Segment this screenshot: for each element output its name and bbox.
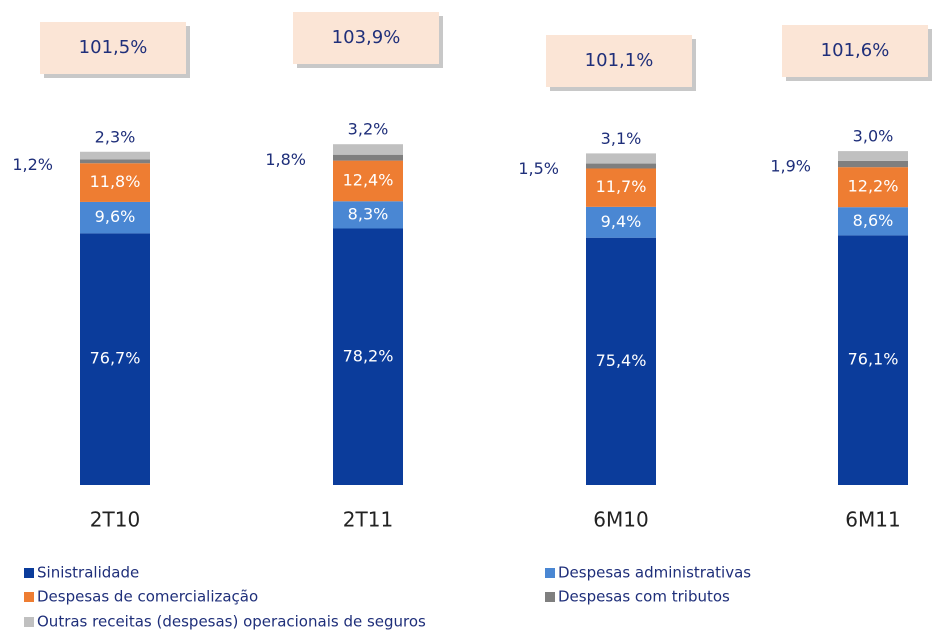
value-label: 3,0% — [853, 127, 894, 146]
legend-label: Despesas administrativas — [558, 564, 751, 582]
total-box — [782, 25, 928, 77]
bar-segment — [586, 206, 656, 238]
value-label: 76,1% — [848, 350, 899, 369]
value-label: 9,4% — [601, 212, 642, 231]
legend-label: Outras receitas (despesas) operacionais … — [37, 613, 426, 631]
value-label: 76,7% — [90, 349, 141, 368]
value-label: 1,8% — [265, 150, 306, 169]
value-label: 11,8% — [90, 172, 141, 191]
total-label: 101,5% — [79, 37, 148, 58]
value-label: 2,3% — [95, 127, 136, 146]
bar-segment — [586, 153, 656, 164]
legend-label: Despesas de comercialização — [37, 588, 258, 606]
legend-label: Despesas com tributos — [558, 588, 730, 606]
bar-segment — [80, 163, 150, 202]
bar-segment — [333, 144, 403, 155]
total-box — [546, 35, 692, 87]
legend-swatch — [545, 568, 555, 578]
bar-segment — [333, 228, 403, 485]
value-label: 8,3% — [348, 204, 389, 223]
bar-segment — [838, 235, 908, 485]
bar-segment — [586, 163, 656, 169]
value-label: 1,5% — [518, 159, 559, 178]
bar-segment — [838, 160, 908, 168]
total-label: 101,6% — [821, 40, 890, 61]
total-label: 103,9% — [332, 27, 401, 48]
x-tick-label: 6M11 — [845, 508, 900, 532]
value-label: 12,2% — [848, 177, 899, 196]
value-label: 12,4% — [343, 170, 394, 189]
value-label: 1,9% — [770, 156, 811, 175]
value-label: 1,2% — [12, 155, 53, 174]
legend-swatch — [24, 592, 34, 602]
bar-segment — [333, 160, 403, 202]
value-label: 3,1% — [601, 129, 642, 148]
bar-segment — [80, 159, 150, 164]
bar-segment — [80, 151, 150, 160]
legend-label: Sinistralidade — [37, 564, 139, 582]
legend-swatch — [24, 568, 34, 578]
x-tick-label: 2T11 — [343, 508, 393, 532]
value-label: 8,6% — [853, 211, 894, 230]
bar-segment — [838, 151, 908, 161]
x-tick-label: 6M10 — [593, 508, 648, 532]
total-label: 101,1% — [585, 50, 654, 71]
value-label: 9,6% — [95, 207, 136, 226]
legend-swatch — [545, 592, 555, 602]
value-label: 78,2% — [343, 346, 394, 365]
bar-segment — [838, 207, 908, 236]
value-label: 11,7% — [596, 177, 647, 196]
bar-segment — [586, 237, 656, 485]
value-label: 75,4% — [596, 351, 647, 370]
bar-segment — [333, 154, 403, 161]
bar-segment — [80, 233, 150, 485]
bar-segment — [586, 168, 656, 207]
bar-segment — [80, 201, 150, 234]
bar-segment — [838, 167, 908, 208]
value-label: 3,2% — [348, 120, 389, 139]
total-box — [40, 22, 186, 74]
x-tick-label: 2T10 — [90, 508, 140, 532]
legend-swatch — [24, 617, 34, 627]
total-box — [293, 12, 439, 64]
bar-segment — [333, 201, 403, 229]
